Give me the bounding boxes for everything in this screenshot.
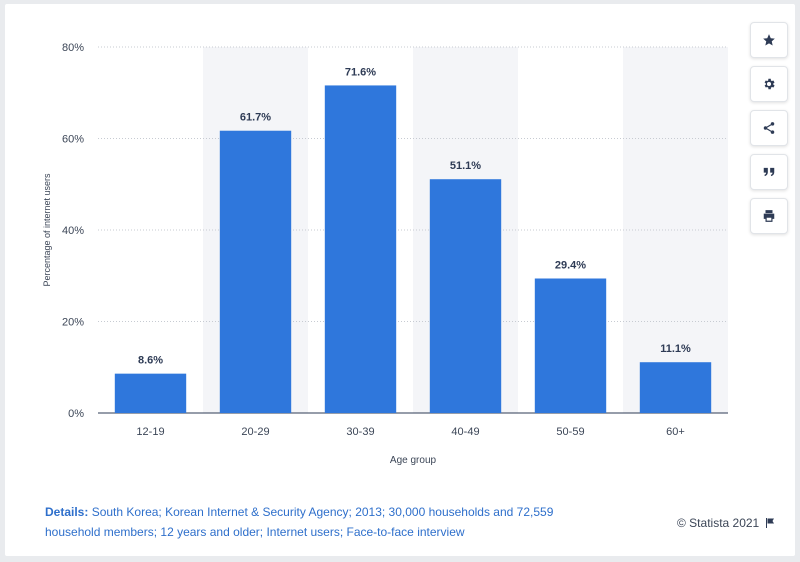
data-label: 29.4% bbox=[555, 259, 586, 271]
favorite-button[interactable] bbox=[750, 22, 788, 58]
y-tick-label: 40% bbox=[62, 225, 84, 237]
y-tick-label: 60% bbox=[62, 134, 84, 146]
y-axis-label: Percentage of internet users bbox=[42, 173, 52, 287]
chart-details: Details: South Korea; Korean Internet & … bbox=[45, 502, 565, 542]
settings-button[interactable] bbox=[750, 66, 788, 102]
data-label: 8.6% bbox=[138, 355, 163, 367]
share-button[interactable] bbox=[750, 110, 788, 146]
bar[interactable] bbox=[639, 362, 712, 413]
bar[interactable] bbox=[324, 85, 397, 414]
flag-icon bbox=[766, 518, 775, 528]
x-axis-label: Age group bbox=[390, 455, 437, 466]
y-tick-label: 80% bbox=[62, 42, 84, 54]
copyright-text: © Statista 2021 bbox=[677, 516, 760, 530]
x-tick-label: 12-19 bbox=[136, 426, 164, 438]
x-tick-label: 50-59 bbox=[556, 426, 584, 438]
gear-icon bbox=[764, 78, 775, 90]
data-label: 51.1% bbox=[450, 160, 481, 172]
data-label: 11.1% bbox=[660, 343, 691, 355]
details-text: South Korea; Korean Internet & Security … bbox=[45, 505, 554, 539]
x-tick-label: 20-29 bbox=[241, 426, 269, 438]
x-tick-label: 30-39 bbox=[346, 426, 374, 438]
x-tick-label: 40-49 bbox=[451, 426, 479, 438]
quote-icon bbox=[763, 167, 775, 177]
chart-card: 0% 20% 40% 60% 80% 8.6% 61.7% 71.6% 51.1% 29.4% 1… bbox=[5, 4, 795, 556]
y-tick-label: 20% bbox=[62, 317, 84, 329]
print-button[interactable] bbox=[750, 198, 788, 234]
bar-chart: 0% 20% 40% 60% 80% 8.6% 61.7% 71.6% 51.1% 29.4% 1… bbox=[42, 42, 728, 466]
bar[interactable] bbox=[219, 130, 292, 413]
share-icon bbox=[763, 122, 775, 134]
copyright[interactable]: © Statista 2021 bbox=[677, 516, 776, 530]
print-icon bbox=[763, 210, 775, 222]
bar[interactable] bbox=[534, 278, 607, 413]
data-label: 61.7% bbox=[240, 112, 271, 124]
star-icon bbox=[763, 34, 775, 46]
bar[interactable] bbox=[114, 373, 187, 413]
y-tick-label: 0% bbox=[68, 408, 84, 420]
chart-toolbar bbox=[750, 22, 788, 242]
x-tick-label: 60+ bbox=[666, 426, 685, 438]
details-label: Details: bbox=[45, 505, 89, 519]
bar[interactable] bbox=[429, 179, 502, 413]
data-label: 71.6% bbox=[345, 66, 376, 78]
cite-button[interactable] bbox=[750, 154, 788, 190]
